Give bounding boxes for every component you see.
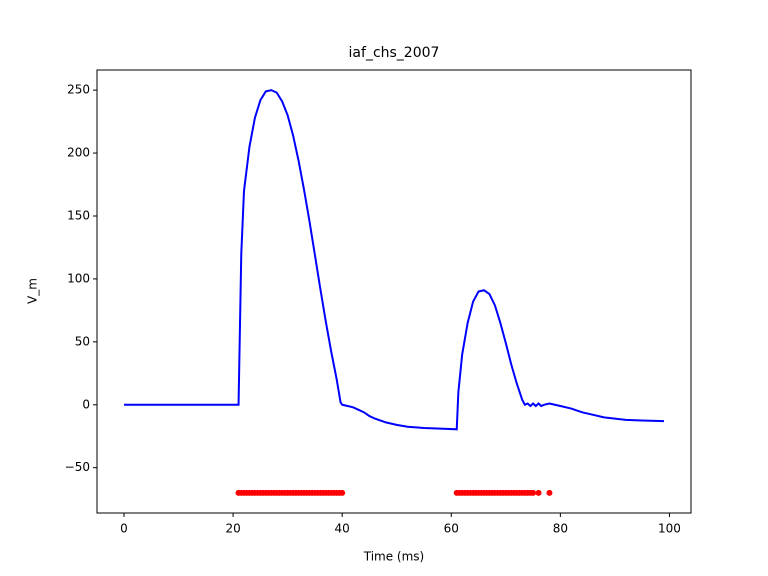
- y-tick-label: 250: [67, 83, 90, 97]
- x-tick-label: 0: [120, 522, 128, 536]
- spike-point: [546, 489, 553, 496]
- spike-point: [535, 489, 542, 496]
- x-tick-label: 60: [444, 522, 459, 536]
- plot-frame: [96, 69, 692, 514]
- spike-point: [339, 489, 346, 496]
- y-tick-label: 50: [75, 334, 90, 348]
- y-tick-label: 150: [67, 208, 90, 222]
- y-tick-label: −50: [65, 460, 90, 474]
- x-tick-label: 100: [658, 522, 681, 536]
- spike-point: [530, 489, 537, 496]
- y-tick-label: 0: [82, 397, 90, 411]
- y-tick-label: 200: [67, 146, 90, 160]
- line: [124, 89, 665, 431]
- x-tick-label: 80: [553, 522, 568, 536]
- x-tick-label: 40: [335, 522, 350, 536]
- chart-title: iaf_chs_2007: [349, 45, 440, 61]
- x-axis-label: Time (ms): [363, 550, 425, 564]
- y-tick-label: 100: [67, 271, 90, 285]
- x-tick-label: 20: [225, 522, 240, 536]
- y-axis-label: V_m: [26, 278, 40, 304]
